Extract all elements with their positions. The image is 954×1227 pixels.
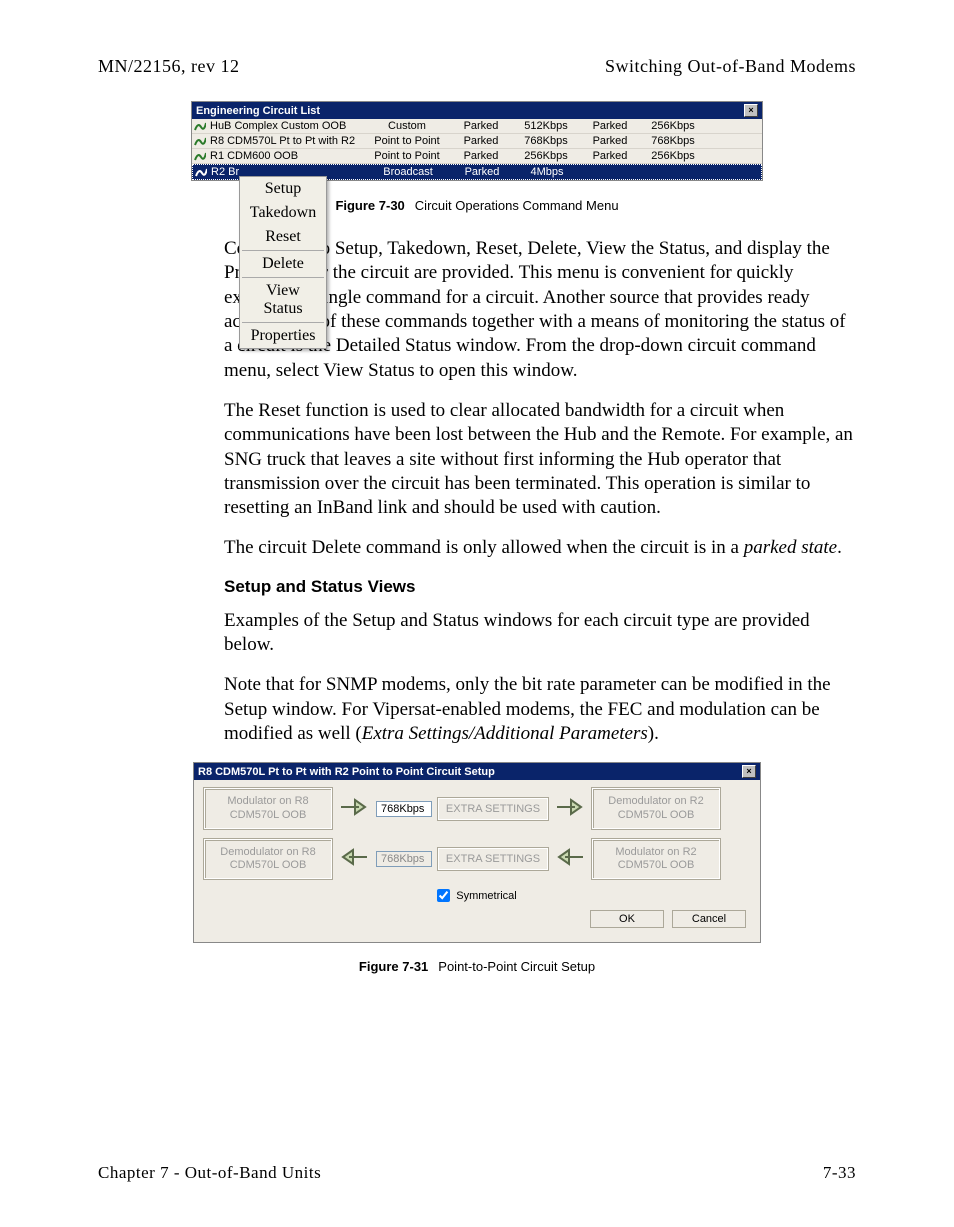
- figure-7-30: Engineering Circuit List × HuB Complex C…: [98, 101, 856, 213]
- modulator-label: Modulator on R2 CDM570L OOB: [592, 839, 720, 879]
- s-icon: [195, 167, 207, 177]
- figure-number: Figure 7-30: [335, 198, 404, 213]
- setup-row: Modulator on R8 CDM570L OOB EXTRA SETTIN…: [204, 788, 750, 828]
- setup-dialog-titlebar: R8 CDM570L Pt to Pt with R2 Point to Poi…: [194, 763, 760, 780]
- figure-caption-text: Circuit Operations Command Menu: [415, 198, 619, 213]
- arrow-right-icon: [554, 796, 586, 821]
- menu-separator: [242, 250, 324, 251]
- table-row[interactable]: R8 CDM570L Pt to Pt with R2 Point to Poi…: [192, 134, 762, 149]
- close-icon[interactable]: ×: [742, 765, 756, 778]
- header-left: MN/22156, rev 12: [98, 56, 240, 77]
- menu-separator: [242, 277, 324, 278]
- menu-item-properties[interactable]: Properties: [240, 324, 326, 348]
- figure-caption-text: Point-to-Point Circuit Setup: [438, 959, 595, 974]
- s-icon: [194, 151, 206, 161]
- cancel-button[interactable]: Cancel: [672, 910, 746, 928]
- table-row[interactable]: HuB Complex Custom OOB Custom Parked 512…: [192, 119, 762, 134]
- footer-right: 7-33: [823, 1163, 856, 1183]
- figure-caption: Figure 7-30 Circuit Operations Command Me…: [98, 198, 856, 213]
- menu-item-reset[interactable]: Reset: [240, 225, 326, 249]
- close-icon[interactable]: ×: [744, 104, 758, 117]
- setup-row: Demodulator on R8 CDM570L OOB EXTRA SETT…: [204, 839, 750, 879]
- symmetrical-checkbox[interactable]: [437, 889, 450, 902]
- context-menu: Setup Takedown Reset Delete View Status …: [239, 176, 327, 349]
- page-header: MN/22156, rev 12 Switching Out-of-Band M…: [98, 56, 856, 77]
- table-row[interactable]: R1 CDM600 OOB Point to Point Parked 256K…: [192, 149, 762, 164]
- paragraph: Examples of the Setup and Status windows…: [224, 609, 856, 658]
- s-icon: [194, 136, 206, 146]
- extra-settings-button[interactable]: EXTRA SETTINGS: [438, 798, 548, 820]
- menu-separator: [242, 322, 324, 323]
- menu-item-takedown[interactable]: Takedown: [240, 201, 326, 225]
- arrow-left-icon: [554, 846, 586, 871]
- circuit-list-title: Engineering Circuit List: [196, 105, 320, 117]
- footer-left: Chapter 7 - Out-of-Band Units: [98, 1163, 321, 1183]
- arrow-left-icon: [338, 846, 370, 871]
- header-right: Switching Out-of-Band Modems: [605, 56, 856, 77]
- rate-input-disabled: [376, 851, 432, 867]
- setup-dialog: R8 CDM570L Pt to Pt with R2 Point to Poi…: [193, 762, 761, 943]
- s-icon: [194, 121, 206, 131]
- menu-item-view-status[interactable]: View Status: [240, 279, 326, 321]
- extra-settings-button[interactable]: EXTRA SETTINGS: [438, 848, 548, 870]
- ok-button[interactable]: OK: [590, 910, 664, 928]
- figure-caption: Figure 7-31 Point-to-Point Circuit Setup: [98, 959, 856, 974]
- page-footer: Chapter 7 - Out-of-Band Units 7-33: [98, 1163, 856, 1183]
- symmetrical-label: Symmetrical: [456, 890, 517, 902]
- paragraph: The circuit Delete command is only allow…: [224, 536, 856, 560]
- menu-item-delete[interactable]: Delete: [240, 252, 326, 276]
- paragraph: The Reset function is used to clear allo…: [224, 399, 856, 521]
- symmetrical-row: Symmetrical: [204, 889, 750, 902]
- body-text: Examples of the Setup and Status windows…: [224, 609, 856, 747]
- circuit-list-window: Engineering Circuit List × HuB Complex C…: [191, 101, 763, 181]
- demodulator-label: Demodulator on R8 CDM570L OOB: [204, 839, 332, 879]
- section-heading: Setup and Status Views: [224, 577, 856, 597]
- menu-item-setup[interactable]: Setup: [240, 177, 326, 201]
- arrow-right-icon: [338, 796, 370, 821]
- modulator-label: Modulator on R8 CDM570L OOB: [204, 788, 332, 828]
- setup-dialog-title: R8 CDM570L Pt to Pt with R2 Point to Poi…: [198, 766, 495, 778]
- demodulator-label: Demodulator on R2 CDM570L OOB: [592, 788, 720, 828]
- circuit-list-titlebar: Engineering Circuit List ×: [192, 102, 762, 119]
- rate-input[interactable]: [376, 801, 432, 817]
- figure-7-31: R8 CDM570L Pt to Pt with R2 Point to Poi…: [98, 762, 856, 974]
- figure-number: Figure 7-31: [359, 959, 428, 974]
- paragraph: Note that for SNMP modems, only the bit …: [224, 673, 856, 746]
